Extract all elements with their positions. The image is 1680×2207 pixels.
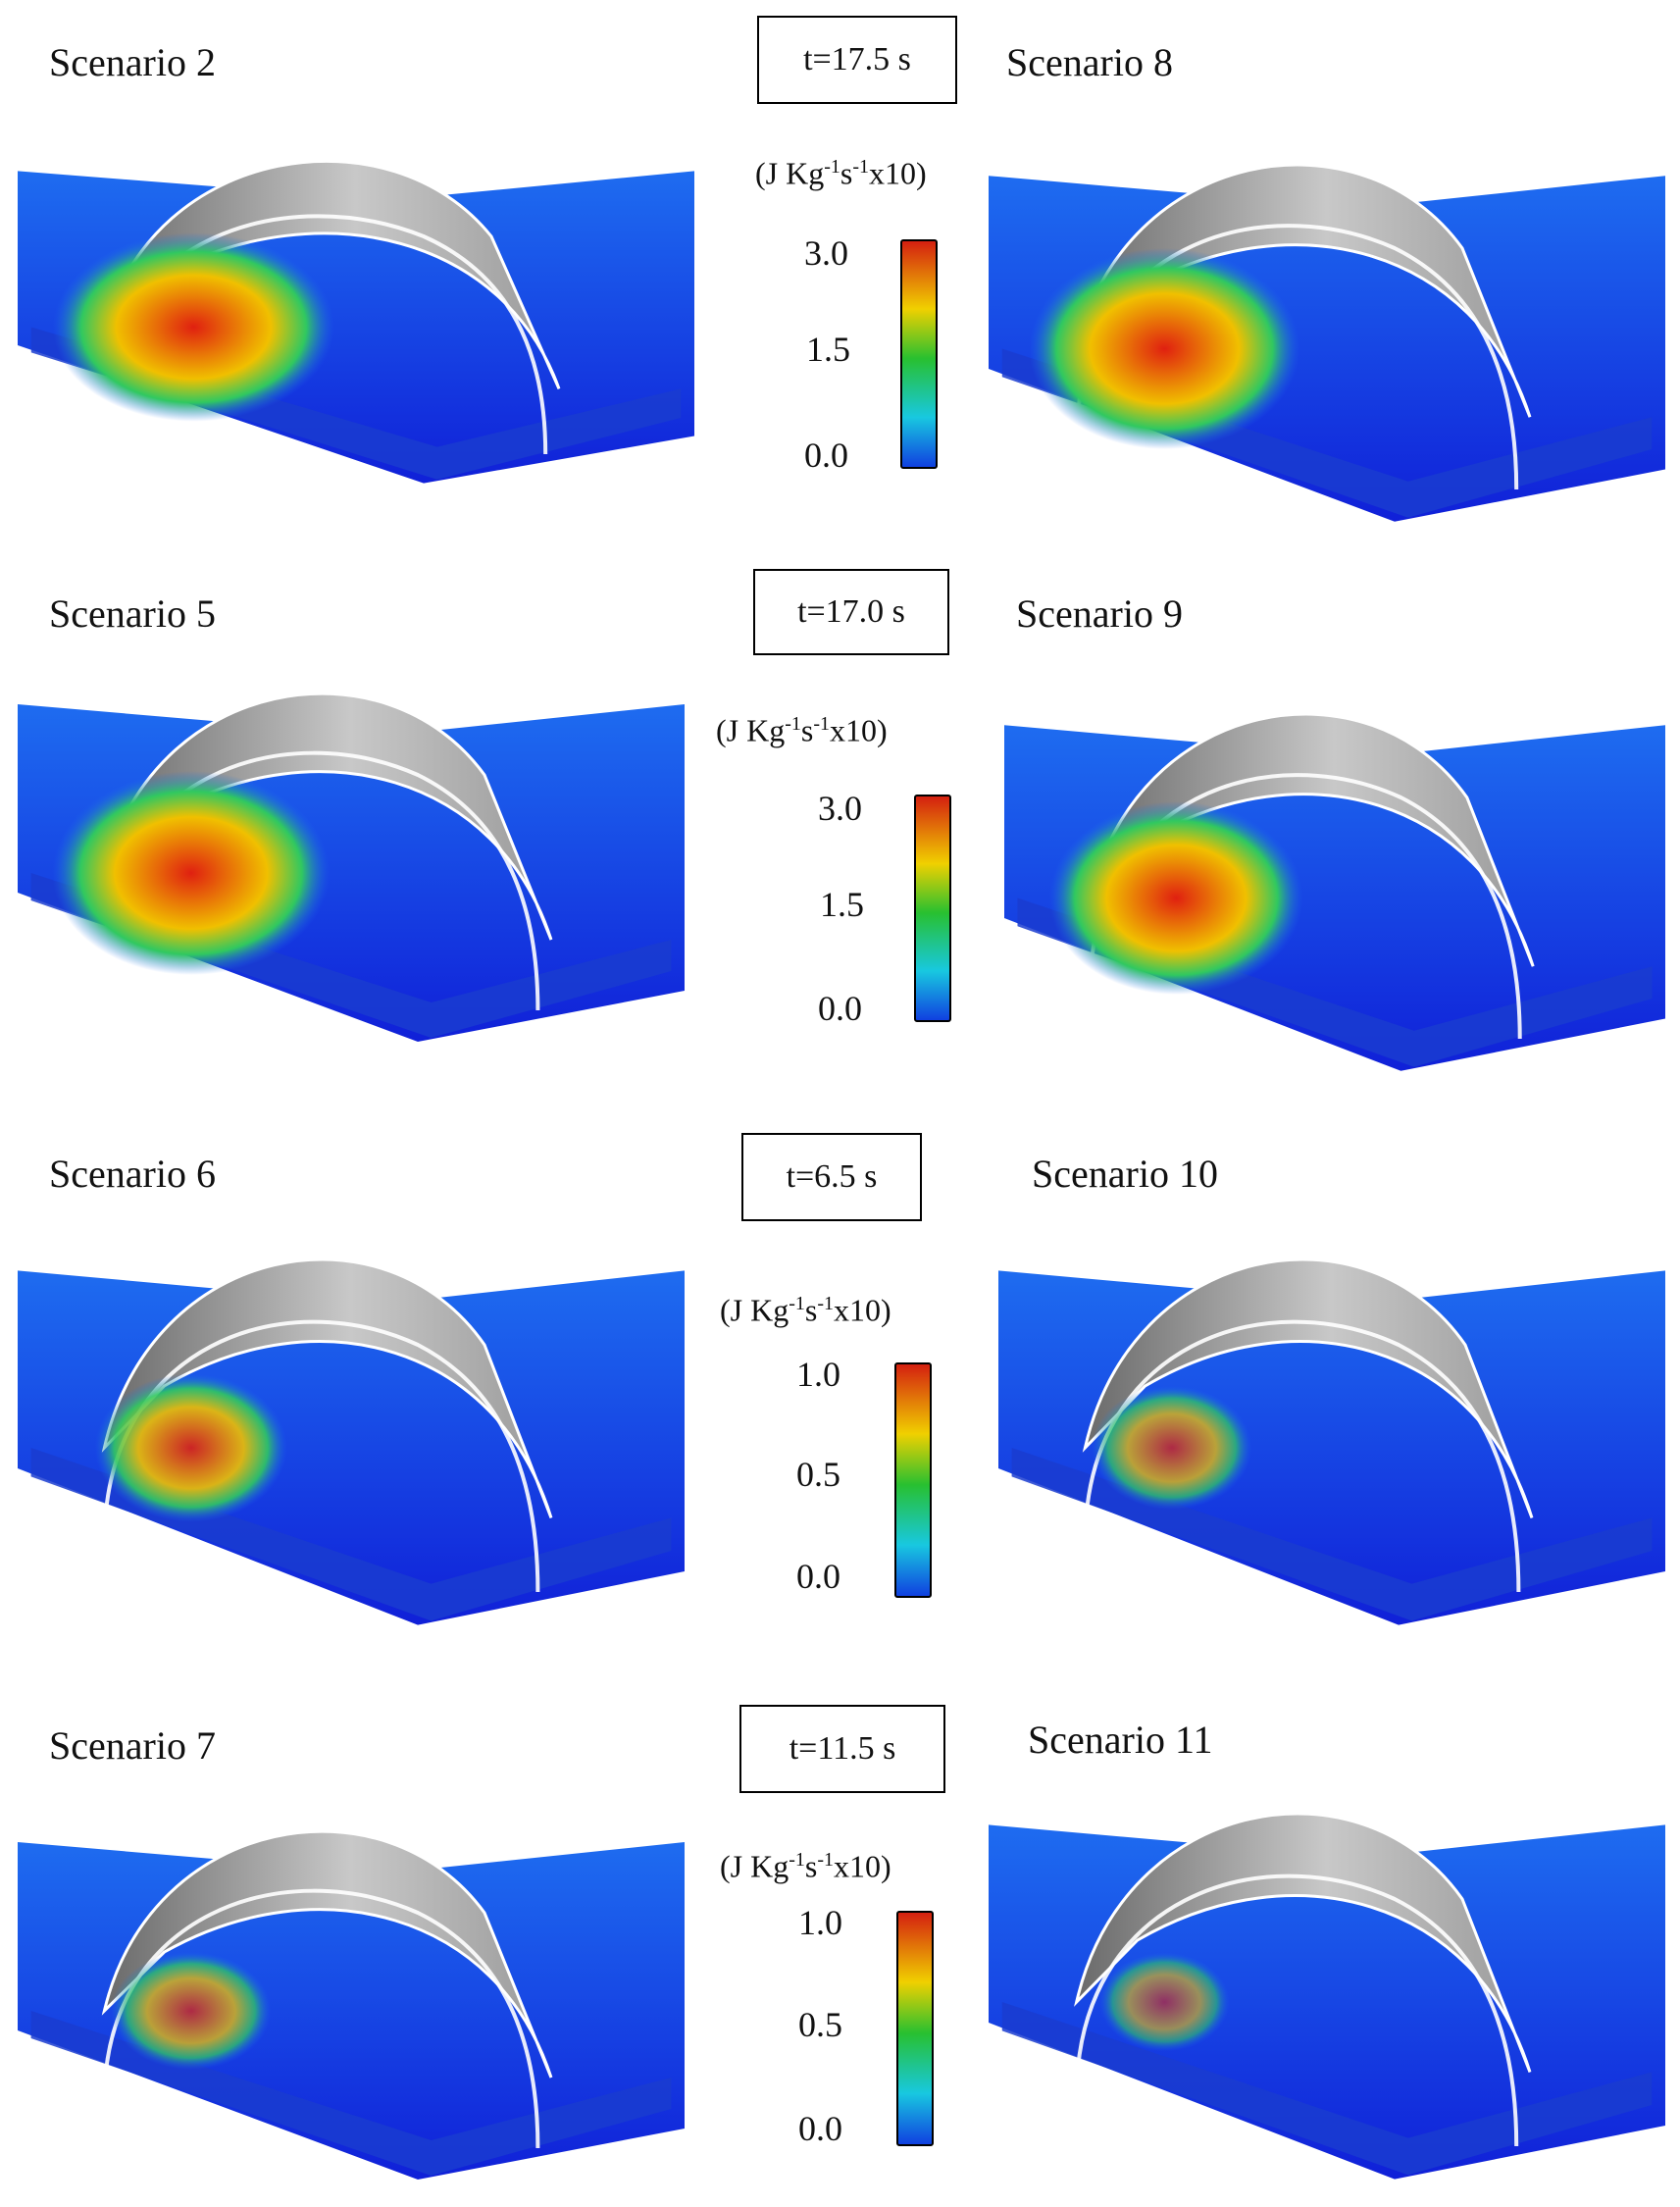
scenario-7-label: Scenario 7 [49, 1723, 216, 1768]
dissipation-hotspot [111, 1952, 272, 2070]
simulation-render [998, 1257, 1665, 1625]
base-plate [1001, 348, 1653, 518]
scenario-9-label: Scenario 9 [1016, 591, 1183, 636]
colorbar-tick-min: 0.0 [804, 436, 848, 475]
scenario-10-panel [998, 1221, 1665, 1633]
arch-shell [101, 692, 553, 941]
arch-rim [1074, 1873, 1519, 2147]
dissipation-hotspot [1099, 1952, 1230, 2052]
colorbar-tick-mid: 1.5 [806, 330, 850, 369]
time-box: t=11.5 s [739, 1705, 945, 1793]
scenario-11-panel [989, 1775, 1665, 2187]
scenario-10-label: Scenario 10 [1032, 1152, 1218, 1196]
scenario-11-label: Scenario 11 [1028, 1718, 1213, 1762]
colorbar-tick-max: 1.0 [798, 1903, 842, 1942]
simulation-render [1004, 712, 1665, 1071]
scenario-8-label: Scenario 8 [1006, 40, 1173, 84]
colorbar-tick-min: 0.0 [796, 1557, 840, 1596]
colorbar-tick-max: 1.0 [796, 1355, 840, 1394]
colorbar-tick-mid: 0.5 [798, 2005, 842, 2044]
colorbar-tick-min: 0.0 [798, 2109, 842, 2148]
colorbar-unit: (J Kg-1s-1x10) [720, 1848, 891, 1884]
dissipation-hotspot [1092, 1386, 1252, 1510]
scenario-8-panel [989, 128, 1665, 530]
scenario-6-label: Scenario 6 [49, 1152, 216, 1196]
time-box: t=17.5 s [757, 16, 957, 104]
base-plate [30, 327, 682, 480]
time-box: t=6.5 s [741, 1133, 922, 1221]
colorbar-tick-max: 3.0 [804, 233, 848, 273]
arch-shell [101, 1257, 553, 1518]
base-plate [30, 2011, 672, 2176]
colorbar [914, 795, 951, 1022]
base-plate [30, 873, 672, 1038]
row-4: Scenario 7 t=11.5 s Scenario 11 (J Kg-1s… [0, 1658, 1680, 2207]
arch-shell [102, 159, 561, 390]
arch-shell [1082, 1257, 1534, 1518]
colorbar-tick-mid: 1.5 [820, 885, 864, 924]
dissipation-hotspot [94, 1373, 287, 1522]
row-2: Scenario 5 t=17.0 s Scenario 9 (J Kg-1s-… [0, 549, 1680, 1099]
scenario-5-label: Scenario 5 [49, 591, 216, 636]
simulation-render [18, 1257, 685, 1625]
arch-shell [1074, 1812, 1532, 2073]
scenario-2-panel [18, 128, 694, 490]
colorbar-tick-max: 3.0 [818, 789, 862, 828]
simulation-render [989, 163, 1665, 522]
row-3: Scenario 6 t=6.5 s Scenario 10 (J Kg-1s-… [0, 1104, 1680, 1653]
arch-shell [101, 1829, 553, 2079]
base-plate [1011, 1448, 1653, 1621]
colorbar-unit: (J Kg-1s-1x10) [755, 155, 927, 191]
colorbar-tick-mid: 0.5 [796, 1455, 840, 1494]
colorbar [896, 1911, 934, 2146]
scenario-6-panel [18, 1221, 685, 1633]
dissipation-hotspot [1029, 248, 1300, 449]
simulation-render [18, 1829, 685, 2180]
dissipation-hotspot [52, 771, 331, 975]
colorbar-unit: (J Kg-1s-1x10) [716, 712, 888, 748]
colorbar-tick-min: 0.0 [818, 989, 862, 1028]
colorbar [894, 1362, 932, 1598]
simulation-render [18, 692, 685, 1042]
base-plate [1001, 2002, 1653, 2176]
scenario-9-panel [1004, 677, 1665, 1079]
base-plate [30, 1448, 672, 1621]
dissipation-hotspot [1048, 801, 1303, 995]
colorbar-unit: (J Kg-1s-1x10) [720, 1292, 891, 1328]
colorbar [900, 239, 938, 469]
scenario-2-label: Scenario 2 [49, 40, 216, 84]
base-plate [1017, 898, 1653, 1067]
time-box: t=17.0 s [753, 569, 949, 655]
row-1: Scenario 2 t=17.5 s Scenario 8 (J Kg-1s-… [0, 0, 1680, 549]
simulation-render [18, 159, 694, 484]
simulation-render [989, 1812, 1665, 2180]
arch-shell [1087, 712, 1535, 967]
dissipation-hotspot [52, 232, 334, 422]
scenario-7-panel [18, 1795, 685, 2187]
arch-shell [1074, 163, 1532, 418]
scenario-5-panel [18, 657, 685, 1050]
